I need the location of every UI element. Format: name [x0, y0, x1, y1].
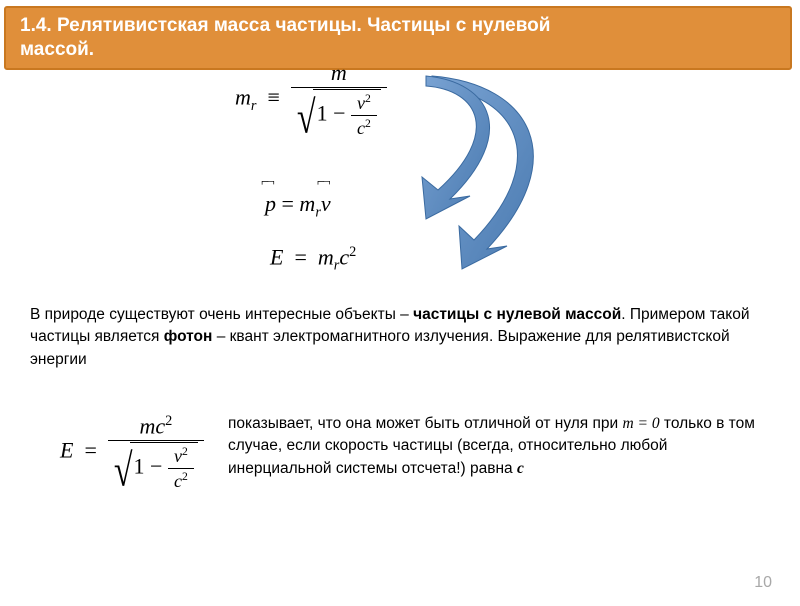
- curved-arrows-icon: [412, 64, 602, 274]
- formula-momentum: ⌐¬p = mr⌐¬v: [265, 191, 331, 221]
- paragraph-1: В природе существуют очень интересные об…: [30, 304, 770, 371]
- page-number: 10: [754, 574, 772, 592]
- header-line-1: 1.4. Релятивистская масса частицы. Части…: [20, 14, 776, 38]
- header-line-2: массой.: [20, 38, 776, 62]
- paragraph-2: показывает, что она может быть отличной …: [228, 413, 763, 480]
- formula-energy-full: E = mc2 √ 1 − v2 c2: [60, 413, 204, 492]
- formula-relativistic-mass: mr ≡ m √ 1 − v2 c2: [235, 60, 387, 139]
- section-header: 1.4. Релятивистская масса частицы. Части…: [4, 6, 792, 70]
- formula-energy: E = mrc2: [270, 244, 356, 275]
